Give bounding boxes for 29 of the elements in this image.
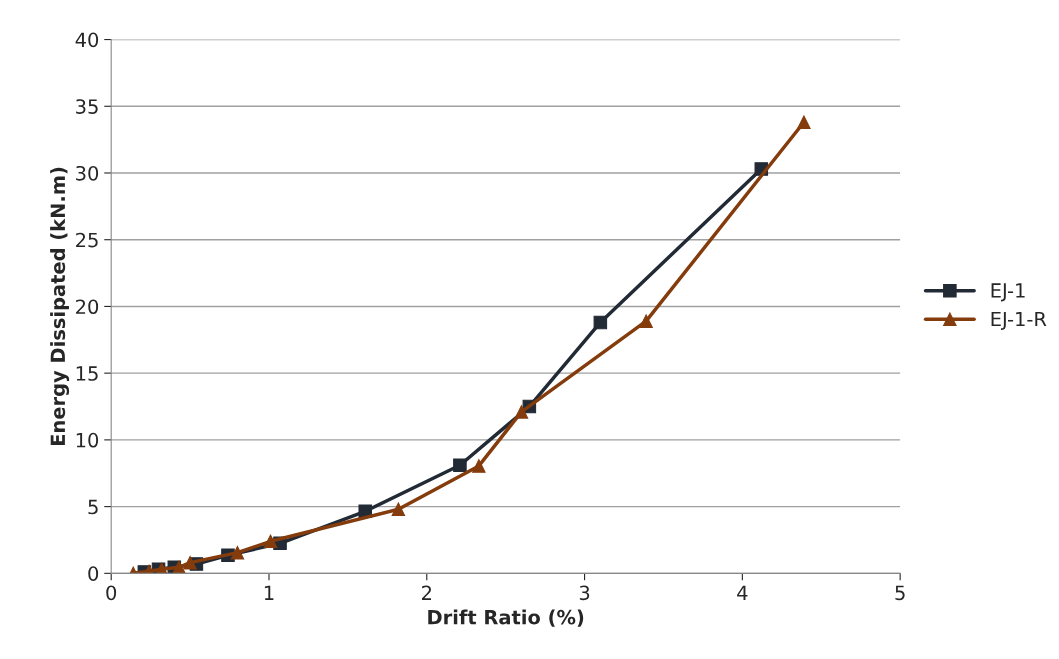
- x-tick-label: 3: [579, 585, 590, 601]
- y-axis-title: Energy Dissipated (kN.m): [50, 167, 70, 446]
- y-tick-label: 25: [76, 232, 98, 248]
- y-tick-label: 15: [76, 366, 98, 381]
- point: [593, 315, 608, 330]
- point: [230, 545, 245, 560]
- y-tick-label: 10: [76, 432, 99, 448]
- y-tick-label: 20: [76, 299, 99, 315]
- legend-label: EJ-1-R: [991, 311, 1047, 330]
- point: [183, 555, 197, 570]
- point: [472, 459, 486, 473]
- y-tick-label: 40: [75, 32, 99, 48]
- y-tick-label: 30: [76, 165, 99, 181]
- point: [453, 458, 467, 473]
- point: [514, 405, 529, 419]
- point: [797, 115, 811, 130]
- y-tick-label: 35: [76, 99, 98, 114]
- x-tick-label: 2: [422, 585, 432, 600]
- legend-label: EJ-1: [991, 283, 1025, 302]
- x-tick-label: 0: [106, 585, 117, 601]
- x-tick-label: 1: [264, 585, 274, 600]
- point: [639, 314, 653, 328]
- x-axis-title: Drift Ratio (%): [428, 609, 584, 627]
- y-tick-label: 5: [88, 499, 98, 515]
- point: [391, 502, 406, 517]
- x-tick-label: 4: [737, 585, 748, 600]
- y-tick-label: 0: [88, 566, 99, 581]
- x-tick-label: 5: [895, 585, 905, 601]
- point: [263, 534, 278, 549]
